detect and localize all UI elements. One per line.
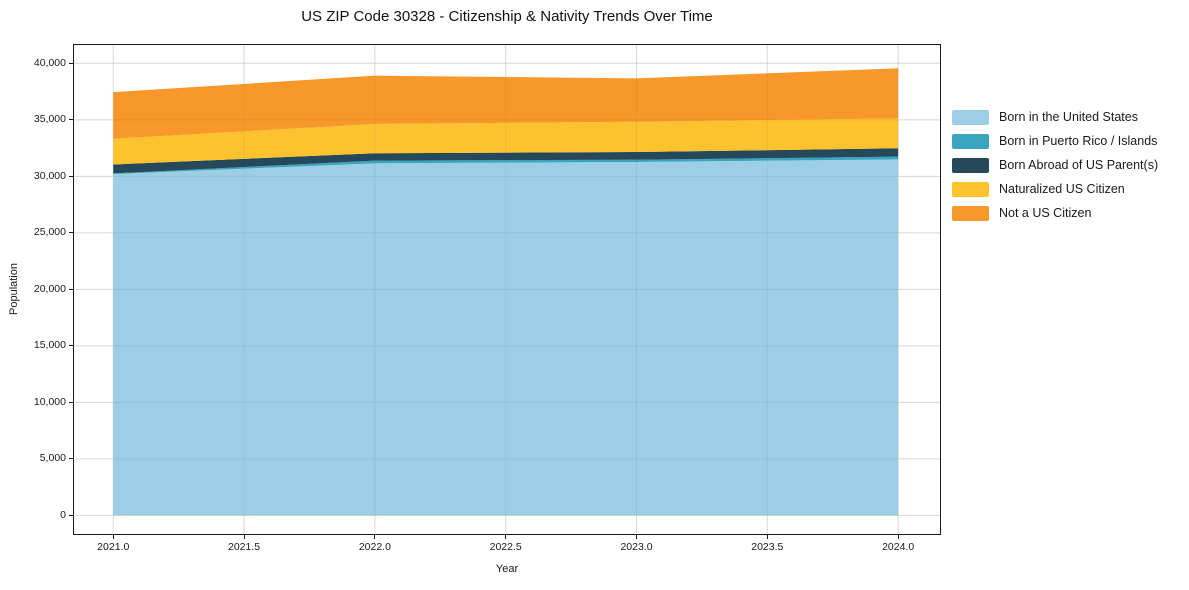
y-tick-mark	[69, 401, 73, 403]
x-tick-mark	[374, 535, 376, 539]
area-born-us	[113, 159, 899, 516]
y-tick-mark	[69, 62, 73, 64]
legend-swatch-born-us	[952, 109, 989, 125]
y-tick-label: 25,000	[33, 226, 66, 239]
y-tick-mark	[69, 119, 73, 121]
y-tick-label: 0	[60, 508, 66, 521]
x-tick-label: 2022.0	[358, 541, 391, 553]
y-tick-label: 20,000	[33, 282, 66, 295]
y-tick-label: 15,000	[33, 339, 66, 352]
x-tick-label: 2021.0	[97, 541, 130, 553]
x-tick-mark	[112, 535, 114, 539]
y-tick-mark	[69, 514, 73, 516]
chart-canvas	[74, 45, 940, 534]
legend-item-born-pr: Born in Puerto Rico / Islands	[952, 129, 1158, 153]
x-tick-label: 2023.5	[751, 541, 784, 553]
legend-label: Born Abroad of US Parent(s)	[999, 158, 1159, 172]
y-tick-mark	[69, 232, 73, 234]
y-tick-label: 30,000	[33, 169, 66, 182]
legend-item-born-us: Born in the United States	[952, 105, 1158, 129]
y-tick-label: 40,000	[33, 56, 66, 69]
legend-label: Naturalized US Citizen	[999, 182, 1125, 196]
y-tick-mark	[69, 175, 73, 177]
area-not-citizen	[113, 68, 899, 139]
y-tick-label: 5,000	[39, 452, 66, 465]
area-born-abroad	[113, 148, 899, 174]
y-tick-label: 10,000	[33, 395, 66, 408]
x-tick-label: 2021.5	[227, 541, 261, 553]
y-tick-mark	[69, 288, 73, 290]
x-axis-label: Year	[495, 563, 519, 575]
legend-item-not-citizen: Not a US Citizen	[952, 201, 1158, 225]
x-tick-mark	[505, 535, 507, 539]
y-tick-label: 35,000	[33, 113, 66, 126]
x-tick-label: 2024.0	[882, 541, 915, 553]
y-tick-mark	[69, 345, 73, 347]
legend-label: Born in Puerto Rico / Islands	[999, 134, 1158, 148]
legend-label: Born in the United States	[999, 110, 1138, 124]
legend-swatch-naturalized	[952, 181, 989, 197]
chart-title: US ZIP Code 30328 - Citizenship & Nativi…	[301, 8, 713, 25]
plot-area	[73, 44, 941, 535]
x-tick-label: 2023.0	[620, 541, 653, 553]
legend-item-naturalized: Naturalized US Citizen	[952, 177, 1158, 201]
x-tick-mark	[636, 535, 637, 539]
legend-label: Not a US Citizen	[999, 206, 1092, 220]
x-tick-mark	[243, 535, 245, 539]
legend-swatch-not-citizen	[952, 205, 989, 221]
legend-swatch-born-pr	[952, 133, 989, 149]
x-tick-mark	[766, 535, 768, 539]
legend: Born in the United States Born in Puerto …	[952, 105, 1158, 225]
legend-swatch-born-abroad	[952, 157, 989, 173]
area-naturalized	[113, 118, 899, 165]
legend-item-born-abroad: Born Abroad of US Parent(s)	[952, 153, 1158, 177]
y-tick-mark	[69, 458, 73, 460]
x-tick-label: 2022.5	[489, 541, 522, 553]
area-born-pr	[113, 156, 899, 175]
x-tick-mark	[897, 535, 899, 539]
